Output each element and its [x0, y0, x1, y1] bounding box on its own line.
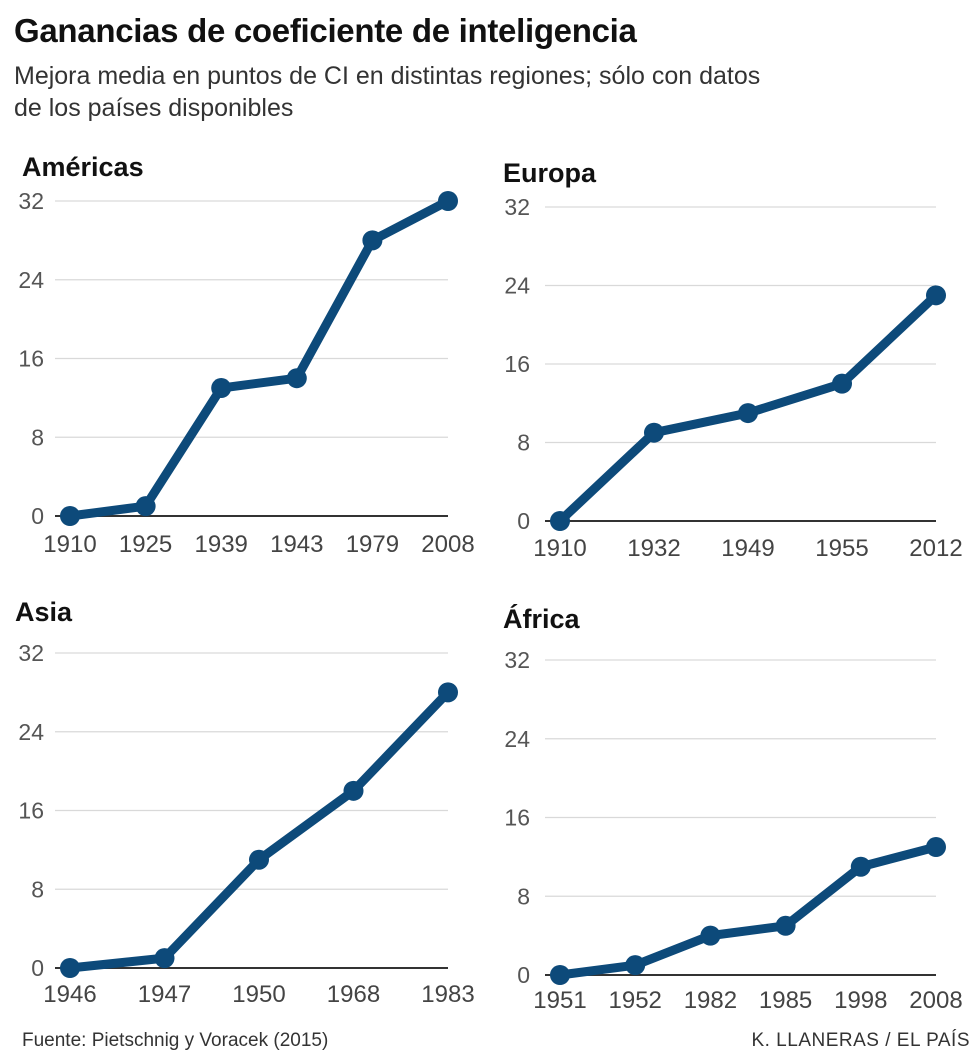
x-tick-label: 1952 — [609, 987, 662, 1014]
source-note: Fuente: Pietschnig y Voracek (2015) — [22, 1030, 329, 1051]
x-tick-label: 1979 — [346, 531, 399, 558]
x-tick-label: 1950 — [232, 981, 285, 1008]
y-tick-label: 16 — [18, 798, 44, 824]
data-point — [438, 682, 458, 703]
data-point — [926, 285, 946, 306]
panel-africa: África 0 8 16 24 32 1951 1952 1982 1985 1998 2008 — [503, 603, 963, 1014]
x-tick-label: 1968 — [327, 981, 380, 1008]
y-tick-label: 16 — [18, 346, 44, 372]
y-tick-label: 32 — [504, 194, 530, 220]
data-point — [738, 403, 758, 424]
data-point — [644, 422, 664, 443]
chart-title: Ganancias de coeficiente de inteligencia — [14, 12, 637, 49]
panel-title: Asia — [15, 597, 73, 627]
series-line — [65, 687, 453, 973]
data-point — [60, 506, 80, 526]
data-point — [343, 780, 364, 801]
panel-title: Américas — [22, 152, 144, 182]
data-point — [850, 856, 871, 877]
panel-title: África — [503, 603, 581, 634]
x-tick-label: 2008 — [909, 987, 962, 1014]
y-tick-label: 0 — [31, 503, 44, 529]
data-point — [362, 230, 383, 251]
data-point — [550, 511, 570, 531]
y-tick-label: 0 — [517, 962, 530, 988]
x-tick-label: 1943 — [270, 531, 323, 558]
x-tick-label: 1985 — [759, 987, 812, 1014]
y-tick-label: 0 — [517, 508, 530, 534]
x-tick-label: 2012 — [909, 535, 962, 562]
y-tick-label: 32 — [18, 188, 44, 214]
data-point — [154, 948, 175, 969]
panel-americas: Américas 0 8 16 24 32 1910 1925 1939 1943 1979 2008 — [18, 152, 474, 558]
x-tick-label: 1910 — [533, 535, 586, 562]
y-tick-label: 8 — [31, 424, 44, 450]
y-tick-label: 0 — [31, 955, 44, 981]
series-line — [555, 842, 941, 980]
y-tick-label: 8 — [517, 883, 530, 909]
panel-title: Europa — [503, 158, 597, 188]
y-tick-label: 8 — [517, 430, 530, 456]
series-line — [65, 196, 453, 521]
x-tick-label: 1932 — [627, 535, 680, 562]
x-tick-label: 1983 — [421, 981, 474, 1008]
x-tick-label: 1955 — [815, 535, 868, 562]
x-tick-label: 1939 — [195, 531, 248, 558]
data-point — [249, 849, 269, 870]
y-tick-label: 24 — [504, 726, 530, 752]
x-tick-label: 1925 — [119, 531, 172, 558]
data-point — [438, 191, 458, 211]
data-point — [550, 965, 570, 985]
y-tick-label: 24 — [504, 273, 530, 299]
data-point — [211, 378, 232, 399]
x-tick-label: 1982 — [684, 987, 737, 1014]
data-point — [625, 955, 646, 976]
x-tick-label: 1998 — [834, 987, 887, 1014]
x-tick-label: 2008 — [421, 531, 474, 558]
chart-subtitle: Mejora media en puntos de CI en distinta… — [14, 62, 761, 122]
data-point — [286, 368, 307, 389]
x-tick-label: 1947 — [138, 981, 191, 1008]
data-point — [60, 958, 80, 978]
y-tick-label: 16 — [504, 805, 530, 831]
x-tick-label: 1946 — [43, 981, 96, 1008]
y-tick-label: 24 — [18, 719, 44, 745]
y-tick-label: 32 — [18, 640, 44, 666]
y-tick-label: 16 — [504, 351, 530, 377]
y-tick-label: 32 — [504, 647, 530, 673]
y-tick-label: 8 — [31, 876, 44, 902]
data-point — [926, 837, 946, 858]
data-point — [775, 915, 796, 936]
credit-note: K. LLANERAS / EL PAÍS — [751, 1030, 970, 1051]
y-tick-label: 24 — [18, 267, 44, 293]
panel-asia: Asia 0 8 16 24 32 1946 1947 1950 1968 1983 — [15, 597, 475, 1008]
data-point — [832, 373, 852, 394]
panel-europa: Europa 0 8 16 24 32 1910 1932 1949 1955 2012 — [503, 158, 963, 562]
x-tick-label: 1949 — [721, 535, 774, 562]
x-tick-label: 1910 — [43, 531, 96, 558]
data-point — [700, 925, 721, 946]
data-point — [135, 496, 156, 517]
x-tick-label: 1951 — [533, 987, 586, 1014]
